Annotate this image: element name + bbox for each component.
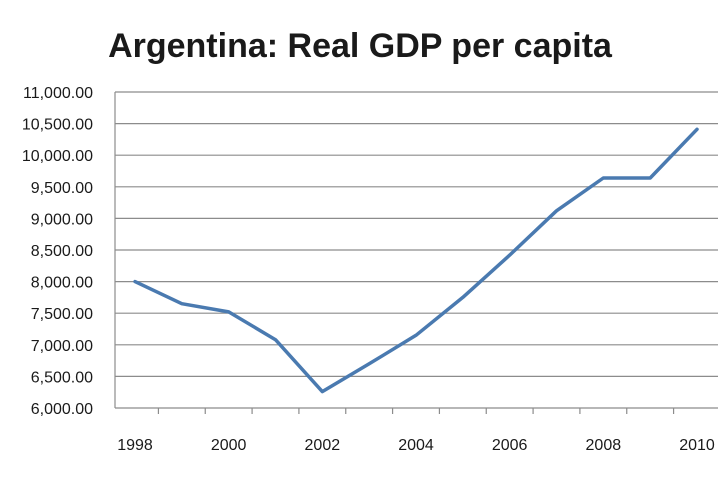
- series-lines: [133, 127, 699, 394]
- gridlines: [115, 91, 718, 377]
- x-axis-tick-labels: 1998 2000 2002 2004 2006 2008 2010: [117, 437, 715, 454]
- x-tick-label: 2002: [305, 437, 341, 454]
- y-tick-label: 9,500.00: [31, 180, 93, 197]
- x-tick-label: 2000: [211, 437, 247, 454]
- series-line-gdp-per-capita: [133, 127, 699, 394]
- axes: [114, 92, 718, 414]
- chart-title: Argentina: Real GDP per capita: [108, 27, 613, 65]
- y-tick-label: 8,500.00: [31, 243, 93, 260]
- y-tick-label: 8,000.00: [31, 275, 93, 292]
- y-axis-tick-labels: 6,000.00 6,500.00 7,000.00 7,500.00 8,000.00…: [22, 85, 93, 418]
- x-tick-label: 2010: [679, 437, 715, 454]
- y-tick-label: 7,500.00: [31, 306, 93, 323]
- y-tick-label: 9,000.00: [31, 211, 93, 228]
- y-tick-label: 6,000.00: [31, 401, 93, 418]
- y-tick-label: 10,000.00: [22, 148, 93, 165]
- y-tick-label: 6,500.00: [31, 369, 93, 386]
- x-tick-label: 2008: [586, 437, 622, 454]
- x-tick-label: 2006: [492, 437, 528, 454]
- y-tick-label: 10,500.00: [22, 117, 93, 134]
- x-tick-label: 2004: [398, 437, 434, 454]
- y-tick-label: 7,000.00: [31, 338, 93, 355]
- x-tick-label: 1998: [117, 437, 153, 454]
- y-tick-label: 11,000.00: [23, 85, 93, 102]
